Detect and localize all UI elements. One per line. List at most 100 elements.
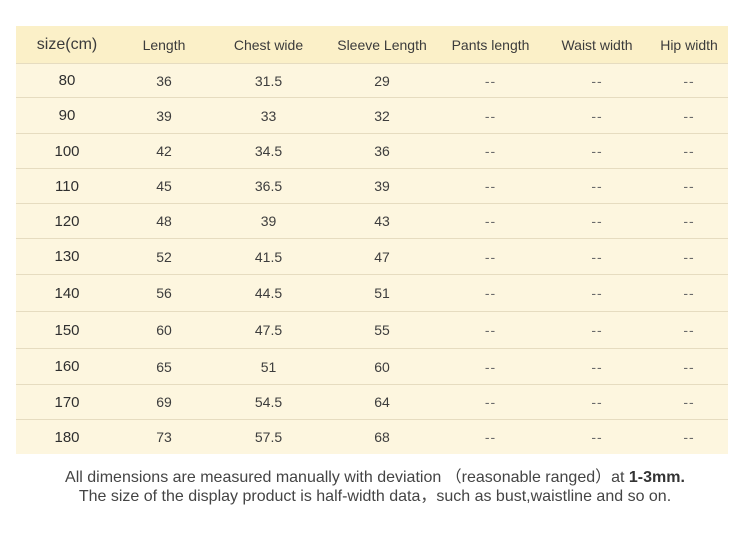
cell-sleeve-length: 29	[374, 72, 390, 89]
cell-pants-length: --	[484, 394, 497, 410]
cell-chest-wide: 33	[260, 107, 277, 124]
cell-waist-width: --	[591, 72, 603, 89]
cell-pants-length: --	[484, 72, 497, 89]
note-line-1: All dimensions are measured manually wit…	[0, 468, 750, 487]
header-size: size(cm)	[36, 35, 98, 53]
cell-pants-length: --	[484, 285, 497, 301]
cell-chest-wide: 57.5	[254, 429, 283, 445]
cell-length: 42	[156, 143, 172, 159]
cell-sleeve-length: 39	[374, 178, 390, 194]
table-header-row: size(cm) Length Chest wide Sleeve Length…	[16, 26, 728, 63]
note-line-1-text: All dimensions are measured manually wit…	[65, 469, 629, 486]
cell-chest-wide: 47.5	[254, 322, 283, 338]
table-row: 180 73 57.5 68 -- -- --	[16, 419, 728, 454]
header-chest-wide: Chest wide	[233, 36, 304, 53]
table-row: 100 42 34.5 36 -- -- --	[16, 133, 728, 168]
size-table: size(cm) Length Chest wide Sleeve Length…	[16, 26, 728, 454]
cell-pants-length: --	[484, 213, 497, 229]
cell-waist-width: --	[591, 178, 603, 194]
cell-hip-width: --	[683, 358, 695, 375]
cell-hip-width: --	[683, 322, 695, 338]
cell-waist-width: --	[591, 107, 603, 124]
cell-sleeve-length: 60	[374, 358, 390, 375]
cell-sleeve-length: 68	[374, 429, 390, 445]
cell-pants-length: --	[484, 322, 497, 338]
cell-waist-width: --	[591, 358, 603, 375]
cell-size: 150	[54, 321, 80, 339]
cell-pants-length: --	[484, 358, 497, 375]
cell-chest-wide: 54.5	[254, 394, 283, 410]
cell-waist-width: --	[591, 322, 603, 338]
cell-hip-width: --	[683, 178, 695, 194]
cell-length: 60	[156, 322, 172, 338]
cell-length: 56	[156, 285, 172, 301]
cell-chest-wide: 44.5	[254, 285, 283, 301]
cell-hip-width: --	[683, 429, 695, 445]
cell-length: 65	[156, 358, 172, 375]
table-row: 140 56 44.5 51 -- -- --	[16, 274, 728, 311]
table-body: 80 36 31.5 29 -- -- -- 90 39 33 32 -- -- -- 100 42 34.5 3…	[16, 63, 728, 454]
cell-hip-width: --	[683, 107, 695, 124]
header-length: Length	[142, 36, 186, 53]
cell-pants-length: --	[484, 107, 497, 124]
cell-size: 160	[54, 358, 80, 375]
header-sleeve-length: Sleeve Length	[337, 36, 427, 53]
cell-length: 52	[156, 248, 172, 265]
cell-sleeve-length: 47	[374, 248, 390, 265]
cell-waist-width: --	[591, 213, 603, 229]
table-row: 110 45 36.5 39 -- -- --	[16, 168, 728, 203]
cell-sleeve-length: 51	[374, 285, 390, 301]
cell-length: 39	[156, 107, 172, 124]
cell-sleeve-length: 32	[374, 107, 390, 124]
cell-pants-length: --	[484, 178, 497, 194]
cell-sleeve-length: 36	[374, 143, 390, 159]
cell-size: 170	[54, 393, 80, 411]
cell-chest-wide: 36.5	[254, 178, 283, 194]
cell-length: 73	[156, 429, 172, 445]
header-hip-width: Hip width	[660, 36, 718, 53]
cell-size: 100	[54, 142, 80, 160]
cell-sleeve-length: 55	[374, 322, 390, 338]
cell-waist-width: --	[591, 285, 603, 301]
table-row: 80 36 31.5 29 -- -- --	[16, 63, 728, 97]
table-row: 90 39 33 32 -- -- --	[16, 97, 728, 133]
cell-sleeve-length: 64	[374, 394, 390, 410]
cell-hip-width: --	[683, 72, 695, 89]
cell-pants-length: --	[484, 143, 497, 159]
note-line-2: The size of the display product is half-…	[78, 488, 672, 505]
cell-size: 140	[54, 284, 80, 302]
cell-hip-width: --	[683, 248, 695, 265]
cell-waist-width: --	[591, 429, 603, 445]
cell-chest-wide: 51	[260, 358, 277, 375]
cell-hip-width: --	[683, 143, 695, 159]
cell-sleeve-length: 43	[374, 213, 390, 229]
cell-pants-length: --	[484, 429, 497, 445]
cell-length: 45	[156, 178, 172, 194]
cell-waist-width: --	[591, 248, 603, 265]
table-row: 160 65 51 60 -- -- --	[16, 348, 728, 384]
note-tolerance: 1-3mm.	[628, 469, 685, 486]
cell-hip-width: --	[683, 285, 695, 301]
header-waist-width: Waist width	[561, 36, 633, 53]
cell-hip-width: --	[683, 394, 695, 410]
table-row: 150 60 47.5 55 -- -- --	[16, 311, 728, 348]
cell-size: 130	[54, 248, 80, 265]
cell-hip-width: --	[683, 213, 695, 229]
cell-waist-width: --	[591, 394, 603, 410]
table-row: 130 52 41.5 47 -- -- --	[16, 238, 728, 274]
cell-chest-wide: 34.5	[254, 143, 283, 159]
size-notes: All dimensions are measured manually wit…	[0, 468, 750, 506]
cell-waist-width: --	[591, 143, 603, 159]
cell-size: 180	[54, 428, 80, 446]
cell-chest-wide: 31.5	[254, 72, 283, 89]
cell-length: 69	[156, 394, 172, 410]
header-pants-length: Pants length	[451, 36, 530, 53]
table-row: 120 48 39 43 -- -- --	[16, 203, 728, 238]
cell-size: 80	[58, 72, 76, 89]
cell-chest-wide: 39	[260, 213, 277, 229]
cell-pants-length: --	[484, 248, 497, 265]
cell-size: 90	[58, 107, 76, 124]
cell-chest-wide: 41.5	[254, 248, 283, 265]
cell-size: 120	[54, 212, 80, 230]
table-row: 170 69 54.5 64 -- -- --	[16, 384, 728, 419]
